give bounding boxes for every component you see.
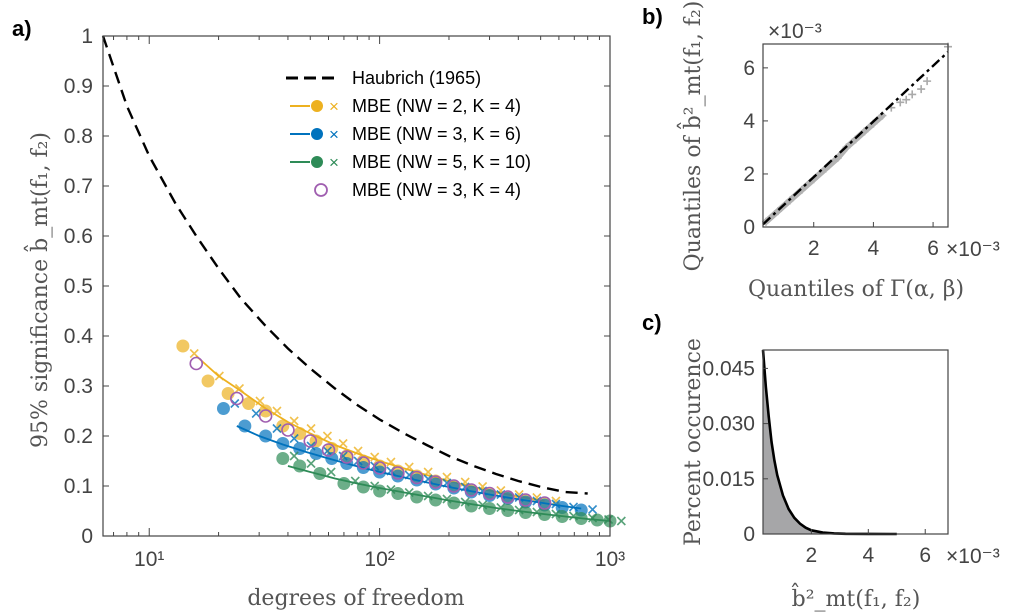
- series-3-dot: [391, 487, 404, 500]
- panel-b-xlabel: Quantiles of Γ(α, β): [748, 277, 964, 302]
- panel-b-x-exponent: ×10⁻³: [946, 238, 1000, 261]
- legend-nw2-cross: ×: [329, 97, 339, 116]
- panel-b-ytick-label: 2: [743, 163, 755, 186]
- panel-b-ylabel: Quantiles of b̂²_mt(f₁, f₂): [677, 1, 706, 272]
- series-3-dot: [447, 497, 460, 510]
- qq-reference-line: [763, 52, 948, 224]
- panel-a-ytick-label: 0.2: [64, 425, 93, 448]
- panel-c-ytick-label: 0.045: [702, 357, 755, 380]
- series-2-cross: [589, 506, 597, 514]
- legend-haubrich: Haubrich (1965): [352, 68, 481, 88]
- panel-a-ytick-label: 0.6: [64, 225, 93, 248]
- panel-b: b) 0 2 4 6 2 4 6 ×10⁻³ ×10⁻³ Quantiles of Γ(α…: [642, 1, 1000, 302]
- series-1-cross: [323, 432, 331, 440]
- panel-c-xlabel: b̂²_mt(f₁, f₂): [792, 583, 921, 612]
- panel-c-frame: [763, 350, 948, 534]
- panel-a-xtick-label: 10³: [595, 548, 625, 571]
- panel-c-ytick-label: 0.015: [702, 468, 755, 491]
- panel-c-ytick-label: 0.030: [702, 413, 755, 436]
- series-3-cross: [307, 460, 315, 468]
- panel-a-ytick-label: 0.1: [64, 475, 93, 498]
- panel-c-xtick-label: 6: [919, 544, 931, 567]
- panel-b-ytick-label: 4: [743, 110, 755, 133]
- panel-a-ytick-label: 0.8: [64, 125, 93, 148]
- qq-point: [908, 90, 916, 98]
- panel-a-ylabel: 95% significance b̂_mt(f₁, f₂): [24, 132, 53, 448]
- legend-nw5: MBE (NW = 5, K = 10): [352, 152, 531, 172]
- series-2-dot: [217, 402, 230, 415]
- panel-a-xtick-label: 10²: [364, 548, 394, 571]
- panel-c-ytick-label: 0: [743, 523, 755, 546]
- panel-a-ytick-label: 0: [81, 525, 93, 548]
- panel-b-ytick-label: 0: [743, 216, 755, 239]
- panel-a-ytick-label: 0.9: [64, 75, 93, 98]
- panel-a-ytick-label: 1: [81, 25, 93, 48]
- panel-c-xtick-label: 4: [862, 544, 874, 567]
- series-1-dot: [202, 375, 215, 388]
- series-3-cross: [327, 468, 335, 476]
- panel-c: c) 0 0.015 0.030 0.045 2 4 6 ×10⁻³ b̂²_mt(f₁,…: [642, 310, 1000, 612]
- panel-c-label: c): [642, 310, 662, 335]
- panel-a-ytick-label: 0.4: [64, 325, 94, 348]
- legend-nw2: MBE (NW = 2, K = 4): [352, 96, 521, 116]
- series-3-dot: [410, 491, 423, 504]
- series-3-cross: [617, 517, 625, 525]
- panel-c-x-exponent: ×10⁻³: [946, 545, 1000, 568]
- panel-a-ytick-label: 0.5: [64, 275, 93, 298]
- panel-a-ytick-label: 0.7: [64, 175, 93, 198]
- histogram-area: [763, 350, 897, 534]
- panel-b-xtick-label: 4: [868, 237, 880, 260]
- legend: Haubrich (1965) × MBE (NW = 2, K = 4) × …: [280, 60, 580, 220]
- panel-b-xtick-label: 2: [808, 237, 820, 260]
- legend-nw3k4: MBE (NW = 3, K = 4): [352, 180, 521, 200]
- panel-b-ytick-label: 6: [743, 57, 755, 80]
- series-4-circle: [190, 358, 202, 370]
- series-4-circle: [231, 393, 243, 405]
- legend-nw5-cross: ×: [329, 153, 339, 172]
- legend-nw3k6-dot: [311, 128, 323, 140]
- panel-b-y-exponent: ×10⁻³: [768, 20, 822, 43]
- panel-a-label: a): [12, 16, 32, 41]
- legend-nw3k6: MBE (NW = 3, K = 6): [352, 124, 521, 144]
- legend-nw2-dot: [311, 100, 323, 112]
- panel-a: a) 0 0.1 0.2 0.3 0.4 0.5 0.6 0.7 0.8 0.9 1 10¹ 10² 1…: [12, 16, 625, 611]
- legend-nw3k6-cross: ×: [329, 125, 339, 144]
- panel-c-ylabel: Percent occurence: [681, 338, 706, 546]
- panel-c-xtick-label: 2: [806, 544, 818, 567]
- series-3-dot: [357, 481, 370, 494]
- panel-b-label: b): [642, 4, 663, 29]
- panel-b-xtick-label: 6: [927, 237, 939, 260]
- qq-point: [917, 85, 925, 93]
- series-3-cross: [290, 452, 298, 460]
- qq-point: [923, 77, 931, 85]
- series-1-dot: [176, 340, 189, 353]
- panel-a-ytick-label: 0.3: [64, 375, 93, 398]
- series-1-cross: [307, 425, 315, 433]
- series-3-dot: [276, 452, 289, 465]
- legend-nw5-dot: [311, 156, 323, 168]
- panel-a-xlabel: degrees of freedom: [247, 586, 464, 611]
- panel-a-xtick-label: 10¹: [134, 548, 164, 571]
